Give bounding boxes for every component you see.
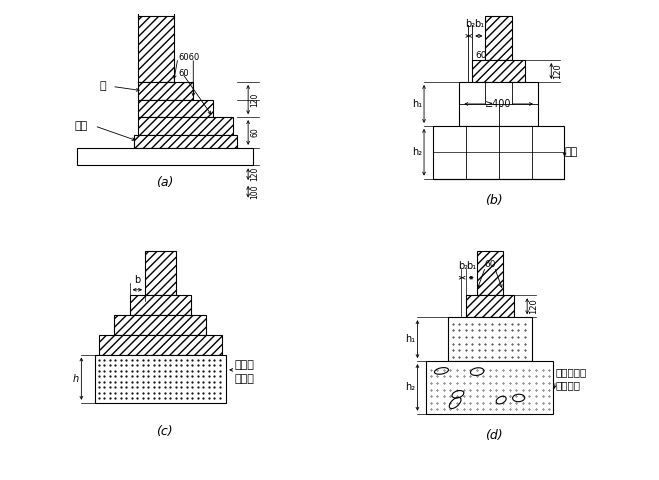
Bar — [130, 295, 191, 315]
Text: (b): (b) — [486, 194, 503, 207]
Bar — [114, 315, 206, 335]
Text: 100: 100 — [250, 184, 260, 199]
Bar — [459, 82, 538, 126]
Text: 120: 120 — [250, 92, 260, 107]
Text: 毛石混凝土
或混凝土: 毛石混凝土 或混凝土 — [556, 367, 587, 390]
Bar — [138, 82, 193, 99]
Text: h₂: h₂ — [405, 383, 415, 393]
Bar — [486, 16, 512, 60]
Text: h₁: h₁ — [412, 99, 422, 109]
Text: b₁: b₁ — [474, 19, 484, 29]
Text: (d): (d) — [486, 429, 503, 442]
Text: h₁: h₁ — [405, 334, 415, 344]
Text: 灰土或
三合土: 灰土或 三合土 — [235, 360, 255, 384]
Text: 砖: 砖 — [100, 82, 107, 91]
Bar — [476, 252, 503, 295]
Text: b₁: b₁ — [466, 261, 476, 271]
Text: 60: 60 — [178, 69, 188, 78]
Bar — [433, 126, 565, 179]
Text: h₂: h₂ — [412, 147, 422, 157]
Bar — [473, 60, 525, 82]
Text: 毛石: 毛石 — [565, 147, 578, 157]
Text: 120: 120 — [554, 63, 563, 79]
Text: b₂: b₂ — [465, 19, 475, 29]
Bar — [94, 355, 226, 403]
Bar — [138, 16, 173, 82]
Text: b₂: b₂ — [459, 261, 469, 271]
Text: 6060: 6060 — [178, 53, 199, 62]
Bar — [77, 148, 252, 166]
Text: h: h — [73, 373, 79, 384]
Text: 60: 60 — [484, 260, 496, 269]
Text: (a): (a) — [156, 177, 173, 190]
Text: 60: 60 — [475, 51, 487, 60]
Bar — [99, 335, 222, 355]
Text: 120: 120 — [250, 167, 260, 181]
Text: b: b — [134, 276, 140, 286]
Bar — [145, 252, 176, 295]
Bar — [134, 135, 237, 148]
Text: ≥400: ≥400 — [486, 99, 512, 109]
Text: 60: 60 — [250, 128, 260, 137]
Bar — [426, 361, 554, 414]
Bar — [138, 99, 213, 117]
Bar — [138, 117, 233, 135]
Text: 120: 120 — [529, 299, 538, 314]
Bar — [466, 295, 514, 317]
Bar — [448, 317, 532, 361]
Text: 垫层: 垫层 — [74, 121, 88, 131]
Text: (c): (c) — [156, 425, 173, 438]
